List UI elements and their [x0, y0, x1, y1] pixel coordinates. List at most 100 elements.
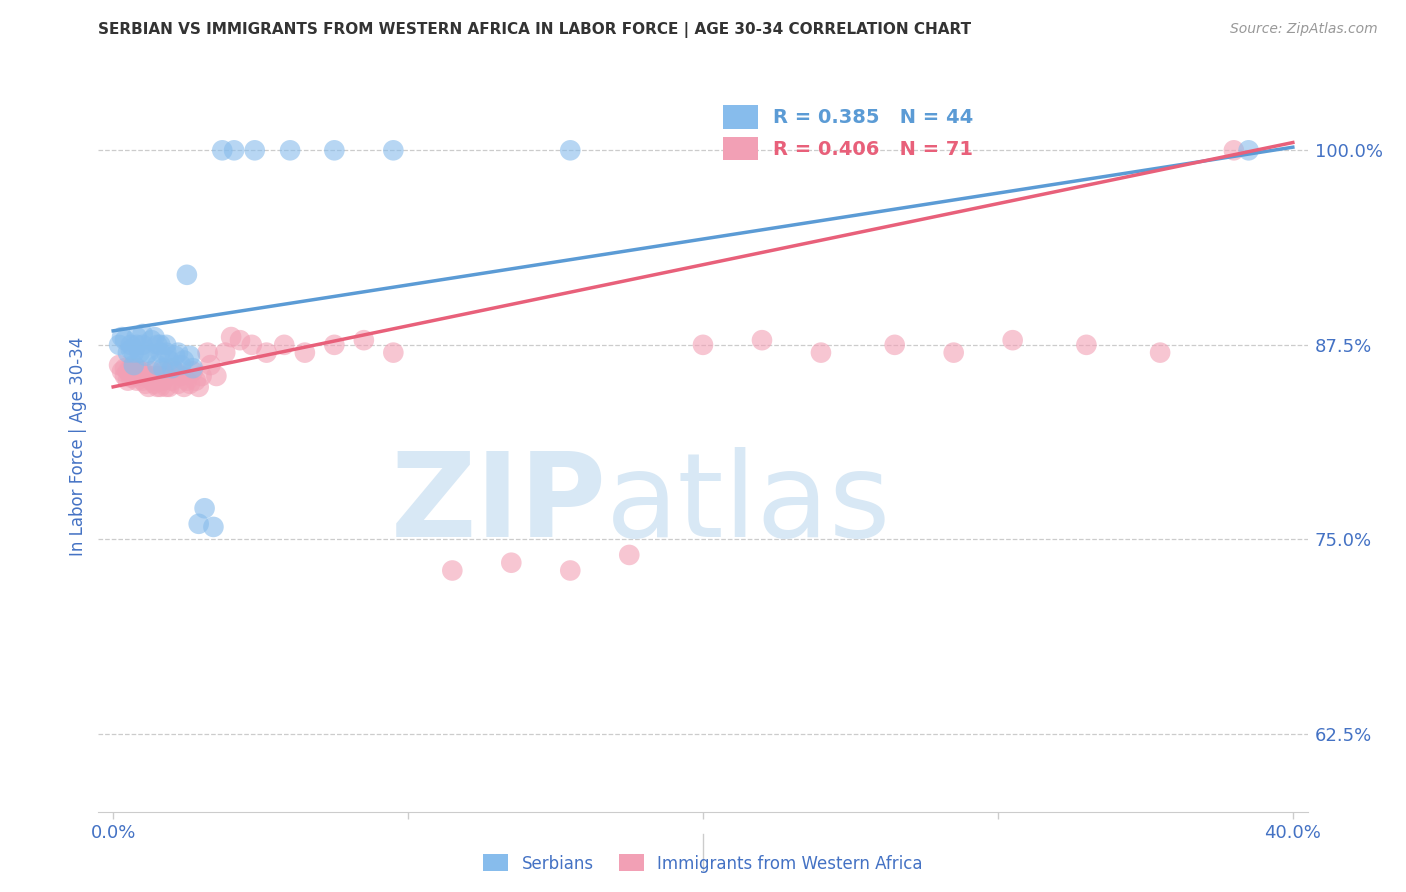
Point: [117, 364, 139, 378]
Point: [135, 368, 157, 383]
Point: [202, 520, 225, 534]
Point: [173, 380, 195, 394]
Point: [165, 349, 187, 363]
Point: [155, 380, 177, 394]
Point: [810, 345, 832, 359]
Point: [170, 358, 193, 372]
Point: [125, 361, 148, 376]
Point: [256, 345, 278, 359]
Point: [149, 338, 172, 352]
Point: [273, 338, 295, 352]
Text: SERBIAN VS IMMIGRANTS FROM WESTERN AFRICA IN LABOR FORCE | AGE 30-34 CORRELATION: SERBIAN VS IMMIGRANTS FROM WESTERN AFRIC…: [98, 22, 972, 38]
Point: [128, 368, 150, 383]
Point: [179, 376, 201, 391]
Point: [323, 144, 346, 158]
Point: [184, 374, 207, 388]
Point: [135, 376, 157, 391]
Point: [117, 345, 139, 359]
Point: [751, 333, 773, 347]
Text: atlas: atlas: [606, 447, 891, 562]
Point: [165, 364, 187, 378]
Legend: Serbians, Immigrants from Western Africa: Serbians, Immigrants from Western Africa: [477, 847, 929, 880]
Point: [278, 144, 301, 158]
Point: [1237, 144, 1260, 158]
Point: [120, 370, 142, 384]
Point: [942, 345, 965, 359]
Point: [157, 380, 180, 394]
Point: [883, 338, 905, 352]
Text: ZIP: ZIP: [391, 447, 606, 562]
Point: [323, 338, 346, 352]
Point: [167, 345, 190, 359]
Point: [155, 345, 177, 359]
Point: [114, 361, 136, 376]
Point: [125, 330, 148, 344]
Point: [122, 368, 145, 383]
Point: [125, 374, 148, 388]
Point: [173, 353, 195, 368]
Point: [114, 368, 136, 383]
Point: [179, 349, 201, 363]
Point: [501, 556, 523, 570]
Point: [114, 333, 136, 347]
Point: [160, 361, 183, 376]
Point: [560, 144, 582, 158]
Point: [294, 345, 316, 359]
Point: [141, 374, 163, 388]
Point: [141, 333, 163, 347]
Point: [120, 343, 142, 357]
Point: [138, 380, 160, 394]
Point: [152, 361, 174, 376]
Point: [108, 358, 131, 372]
Point: [111, 330, 134, 344]
Point: [219, 330, 242, 344]
Point: [181, 364, 204, 378]
Point: [146, 380, 169, 394]
Point: [176, 268, 198, 282]
Point: [167, 376, 190, 391]
Y-axis label: In Labor Force | Age 30-34: In Labor Force | Age 30-34: [69, 336, 87, 556]
Point: [243, 144, 266, 158]
Point: [128, 345, 150, 359]
Point: [187, 516, 209, 531]
Point: [143, 368, 166, 383]
Point: [128, 364, 150, 378]
Point: [155, 338, 177, 352]
Point: [122, 358, 145, 372]
Point: [143, 376, 166, 391]
Point: [149, 380, 172, 394]
Point: [190, 368, 212, 383]
Legend: R = 0.385   N = 44, R = 0.406   N = 71: R = 0.385 N = 44, R = 0.406 N = 71: [714, 97, 981, 168]
Point: [1223, 144, 1246, 158]
Point: [382, 144, 405, 158]
Point: [181, 361, 204, 376]
Point: [240, 338, 263, 352]
Point: [141, 364, 163, 378]
Point: [229, 333, 252, 347]
Point: [149, 368, 172, 383]
Point: [1001, 333, 1024, 347]
Point: [131, 338, 153, 352]
Point: [214, 345, 236, 359]
Point: [692, 338, 714, 352]
Point: [131, 374, 153, 388]
Point: [138, 345, 160, 359]
Point: [222, 144, 245, 158]
Point: [194, 501, 217, 516]
Point: [353, 333, 375, 347]
Point: [197, 345, 219, 359]
Point: [176, 374, 198, 388]
Point: [138, 368, 160, 383]
Point: [111, 364, 134, 378]
Point: [146, 358, 169, 372]
Point: [155, 368, 177, 383]
Point: [160, 361, 183, 376]
Point: [108, 338, 131, 352]
Point: [560, 564, 582, 578]
Point: [1076, 338, 1098, 352]
Point: [382, 345, 405, 359]
Point: [149, 345, 172, 359]
Point: [131, 326, 153, 341]
Point: [187, 380, 209, 394]
Point: [125, 338, 148, 352]
